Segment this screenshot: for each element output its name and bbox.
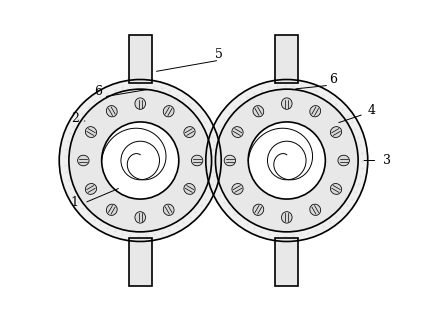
FancyBboxPatch shape	[275, 35, 298, 83]
Circle shape	[248, 122, 325, 199]
Ellipse shape	[85, 184, 96, 194]
Text: 6: 6	[94, 84, 101, 98]
Ellipse shape	[184, 184, 195, 194]
Circle shape	[69, 89, 211, 232]
Ellipse shape	[309, 204, 320, 215]
Ellipse shape	[309, 106, 320, 117]
Ellipse shape	[330, 184, 341, 194]
Circle shape	[215, 89, 357, 232]
Ellipse shape	[337, 155, 348, 166]
FancyBboxPatch shape	[128, 238, 151, 286]
Ellipse shape	[231, 127, 242, 137]
Ellipse shape	[106, 106, 117, 117]
Ellipse shape	[224, 155, 235, 166]
Circle shape	[205, 80, 367, 241]
Text: 1: 1	[70, 196, 78, 209]
FancyBboxPatch shape	[128, 35, 151, 83]
Circle shape	[101, 122, 178, 199]
Text: 4: 4	[367, 104, 375, 117]
Ellipse shape	[281, 98, 291, 109]
Ellipse shape	[252, 204, 263, 215]
Ellipse shape	[85, 127, 96, 137]
Ellipse shape	[135, 212, 145, 223]
Circle shape	[59, 80, 221, 241]
Ellipse shape	[231, 184, 242, 194]
Text: 6: 6	[328, 73, 336, 86]
Text: 5: 5	[215, 48, 223, 61]
Ellipse shape	[78, 155, 89, 166]
Ellipse shape	[191, 155, 202, 166]
Ellipse shape	[252, 106, 263, 117]
Text: 2: 2	[71, 112, 78, 125]
Ellipse shape	[330, 127, 341, 137]
Ellipse shape	[281, 212, 291, 223]
FancyBboxPatch shape	[275, 238, 298, 286]
Ellipse shape	[106, 204, 117, 215]
Ellipse shape	[163, 106, 174, 117]
Ellipse shape	[184, 127, 195, 137]
Ellipse shape	[135, 98, 145, 109]
Ellipse shape	[163, 204, 174, 215]
Text: 3: 3	[382, 154, 390, 167]
